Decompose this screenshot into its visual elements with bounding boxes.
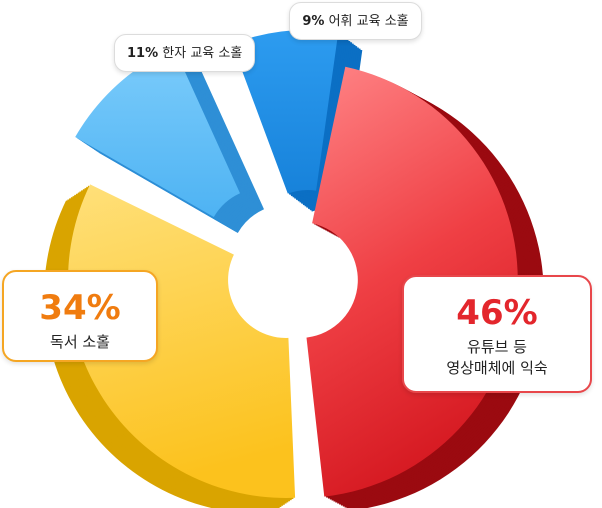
slice-label-youtube-line2: 영상매체에 익숙: [446, 359, 548, 377]
slice-percent-reading: 34%: [39, 288, 121, 328]
slice-reading: [68, 184, 296, 498]
slice-percent-hanja: 11%: [127, 46, 159, 61]
callout-reading: 34% 독서 소홀: [2, 270, 158, 362]
slice-label-hanja: 한자 교육 소홀: [162, 46, 243, 61]
slice-percent-youtube: 46%: [456, 293, 538, 333]
callout-youtube-media: 46% 유튜브 등 영상매체에 익숙: [402, 275, 592, 393]
slice-percent-vocab: 9%: [302, 14, 325, 29]
slice-vocab-edu: [232, 29, 339, 194]
slice-label-vocab: 어휘 교육 소홀: [328, 14, 409, 29]
slice-label-reading: 독서 소홀: [50, 333, 110, 351]
slice-hanja-edu: [75, 47, 240, 217]
slice-label-youtube-line1: 유튜브 등: [467, 338, 527, 356]
callout-vocab-edu: 9% 어휘 교육 소홀: [289, 2, 422, 40]
callout-hanja-edu: 11% 한자 교육 소홀: [114, 34, 255, 72]
